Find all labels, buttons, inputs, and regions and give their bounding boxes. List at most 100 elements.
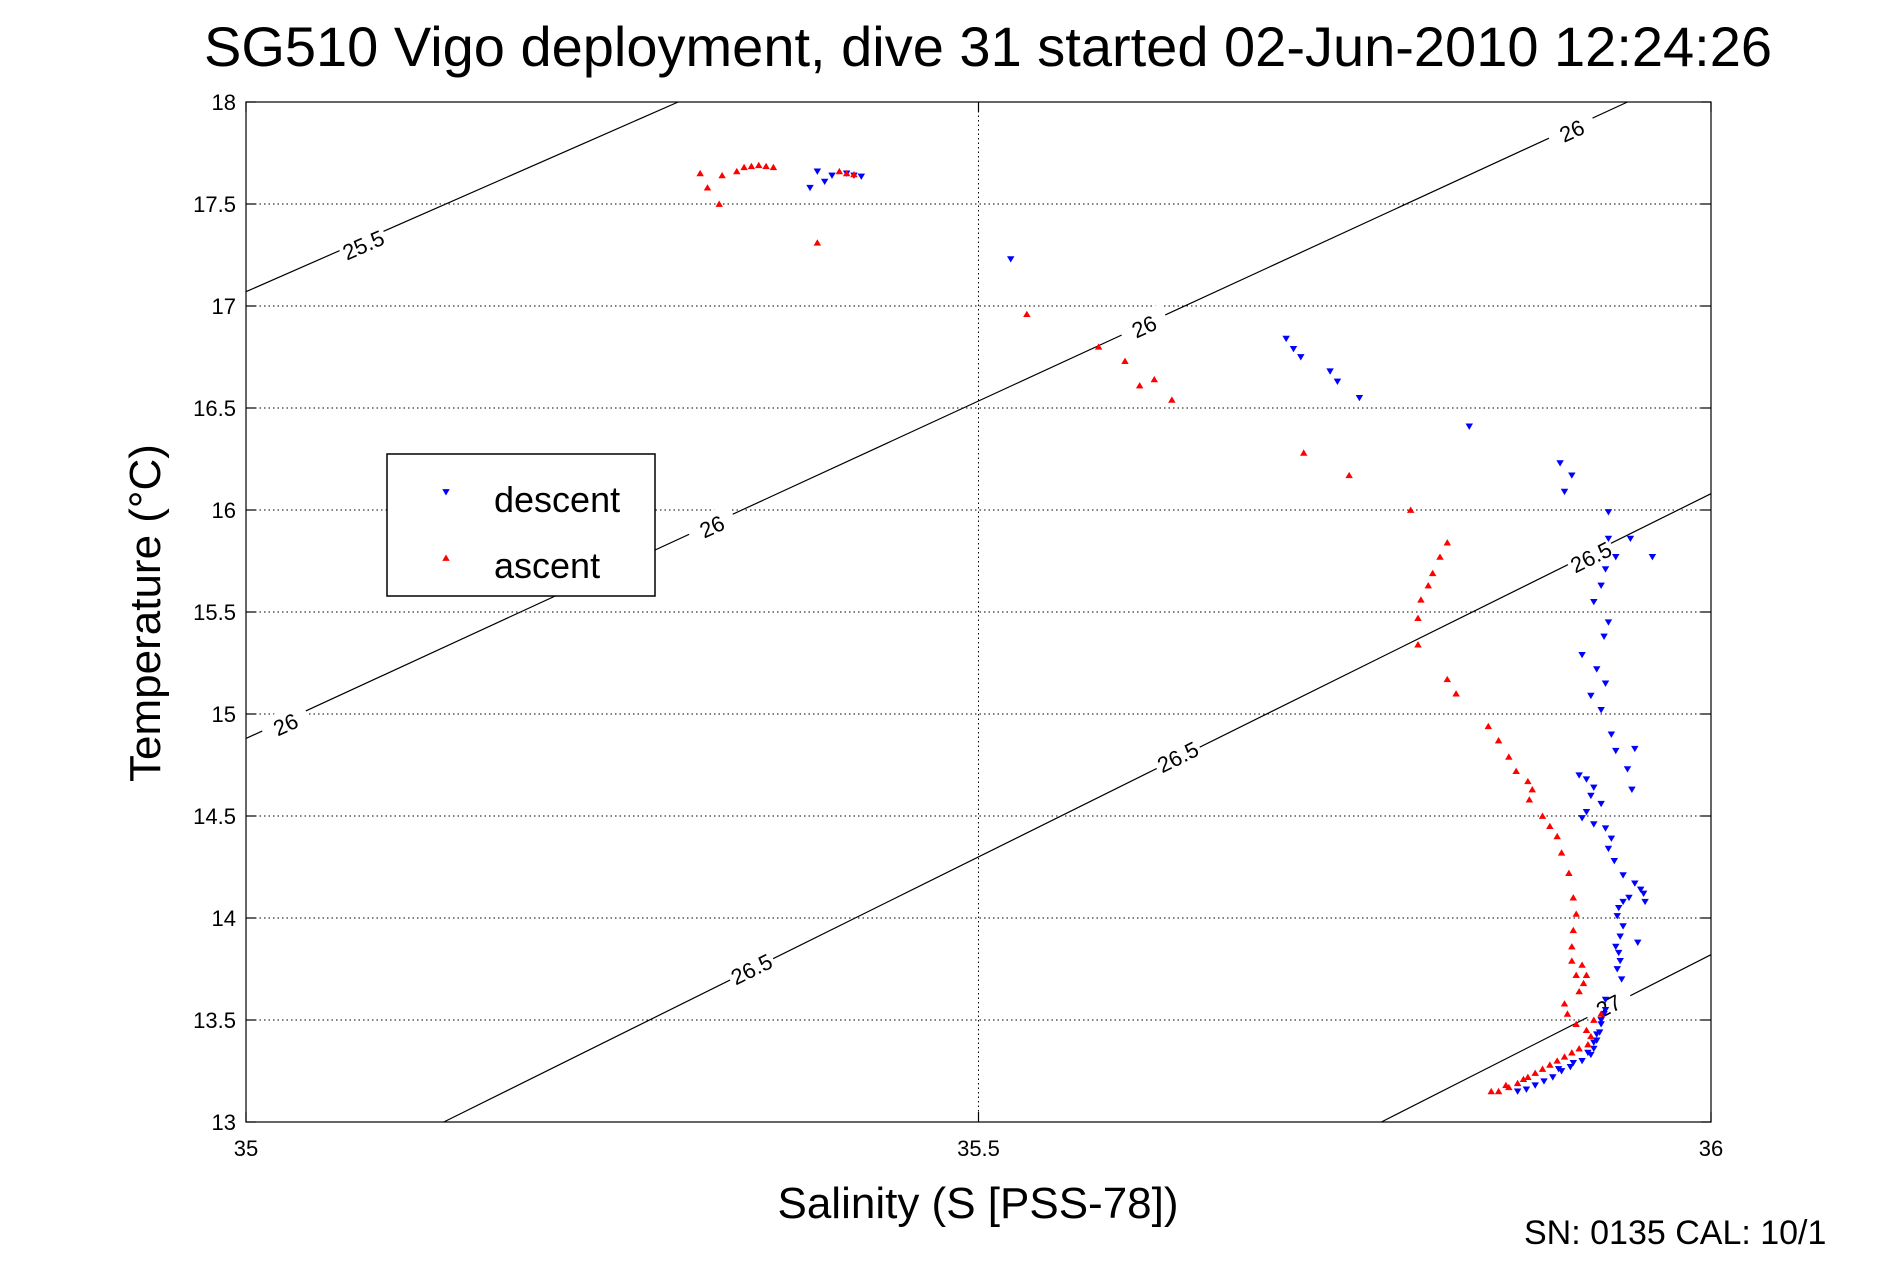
y-tick-label: 13 bbox=[212, 1110, 236, 1135]
descent-point bbox=[1582, 809, 1591, 816]
ascent-point bbox=[1505, 753, 1513, 760]
legend-marker-ascent bbox=[442, 554, 450, 561]
descent-point bbox=[1556, 460, 1564, 467]
ascent-point bbox=[1414, 641, 1422, 648]
descent-point bbox=[1604, 619, 1613, 626]
ascent-point bbox=[1428, 569, 1437, 577]
descent-point bbox=[1612, 747, 1620, 755]
ascent-point bbox=[1417, 596, 1425, 603]
ascent-point bbox=[1575, 987, 1583, 995]
descent-point bbox=[1465, 423, 1473, 430]
ascent-point bbox=[1565, 869, 1573, 876]
y-tick-label: 14.5 bbox=[193, 804, 236, 829]
legend-label-ascent: ascent bbox=[494, 545, 600, 586]
descent-point bbox=[813, 168, 822, 175]
ascent-point bbox=[1568, 957, 1576, 964]
descent-point bbox=[1600, 633, 1608, 640]
ascent-point bbox=[1546, 1061, 1554, 1068]
descent-point bbox=[1540, 1078, 1548, 1085]
descent-point bbox=[1590, 1039, 1598, 1046]
ascent-point bbox=[1563, 1010, 1572, 1017]
ascent-point bbox=[1590, 1016, 1598, 1023]
ascent-point bbox=[1572, 910, 1580, 917]
descent-point bbox=[1513, 1088, 1522, 1095]
ascent-point bbox=[718, 171, 726, 179]
ascent-point bbox=[1569, 894, 1578, 901]
ascent-point bbox=[715, 200, 723, 207]
descent-point bbox=[1593, 1031, 1601, 1038]
x-tick-label: 35.5 bbox=[957, 1136, 1000, 1161]
descent-point bbox=[1610, 858, 1619, 865]
ascent-point bbox=[1512, 767, 1520, 774]
ascent-point bbox=[1150, 375, 1159, 383]
descent-point bbox=[1531, 1082, 1539, 1089]
density-contour-line bbox=[443, 493, 1712, 1123]
descent-point bbox=[1616, 933, 1624, 940]
density-contour-line bbox=[245, 101, 1628, 740]
descent-point bbox=[1578, 815, 1586, 822]
ascent-point bbox=[1597, 1010, 1605, 1017]
ascent-point bbox=[1538, 1065, 1547, 1072]
ascent-point bbox=[1494, 737, 1503, 744]
descent-point bbox=[1582, 776, 1591, 783]
descent-point bbox=[1297, 354, 1305, 361]
ascent-point bbox=[1557, 849, 1566, 856]
contour-label: 27 bbox=[1580, 982, 1636, 1028]
descent-point bbox=[828, 172, 836, 179]
ascent-point bbox=[1587, 1032, 1595, 1040]
ascent-point bbox=[1582, 1026, 1591, 1034]
ascent-point bbox=[1487, 1087, 1495, 1095]
ascent-point bbox=[1546, 822, 1554, 830]
descent-point bbox=[1601, 825, 1610, 832]
ascent-point bbox=[1414, 614, 1422, 621]
x-tick-label: 35 bbox=[234, 1136, 258, 1161]
ascent-point bbox=[733, 167, 741, 175]
ascent-point bbox=[1424, 582, 1432, 589]
descent-point bbox=[1575, 772, 1583, 779]
descent-point bbox=[806, 184, 814, 192]
y-tick-label: 15 bbox=[212, 702, 236, 727]
density-contour-line bbox=[1381, 954, 1712, 1123]
descent-point bbox=[1623, 766, 1632, 773]
descent-point bbox=[857, 173, 866, 180]
ascent-point bbox=[835, 167, 844, 175]
contour-label: 26 bbox=[257, 701, 313, 746]
ascent-point bbox=[1502, 1081, 1510, 1089]
ascent-point bbox=[1572, 1020, 1580, 1027]
descent-point bbox=[1625, 894, 1633, 902]
descent-point bbox=[1616, 957, 1624, 965]
descent-point bbox=[1560, 488, 1569, 496]
ascent-point bbox=[1443, 675, 1452, 683]
ascent-point bbox=[1524, 1073, 1532, 1080]
ascent-point bbox=[1572, 971, 1580, 978]
ascent-point bbox=[747, 162, 756, 170]
ascent-point bbox=[813, 239, 822, 246]
descent-point bbox=[1289, 345, 1298, 353]
descent-point bbox=[1587, 692, 1595, 700]
ascent-point bbox=[696, 169, 704, 177]
ascent-point bbox=[1575, 1045, 1583, 1052]
descent-point bbox=[1607, 835, 1616, 842]
descent-point bbox=[1593, 666, 1601, 673]
descent-point bbox=[1636, 886, 1645, 893]
ascent-point bbox=[1300, 449, 1308, 456]
descent-point bbox=[1584, 1049, 1592, 1057]
y-tick-label: 15.5 bbox=[193, 600, 236, 625]
descent-point bbox=[1568, 472, 1576, 479]
footer-serial-calibration: SN: 0135 CAL: 10/1 bbox=[1524, 1214, 1826, 1252]
ascent-point bbox=[1560, 1000, 1569, 1007]
ascent-point bbox=[1538, 812, 1547, 819]
descent-point bbox=[1522, 1086, 1531, 1093]
contour-label: 26 bbox=[1116, 303, 1171, 348]
ascent-point bbox=[1436, 553, 1444, 560]
axes: 13 13.5 14 14.5 15 15.5 16 16.5 17 17.5 18 35 35.5 36 bbox=[193, 90, 1723, 1161]
y-tick-label: 17 bbox=[212, 294, 236, 319]
descent-point bbox=[1614, 949, 1623, 957]
ascent-point bbox=[1569, 926, 1578, 934]
descent-point bbox=[1578, 651, 1586, 659]
ascent-point bbox=[1135, 382, 1144, 389]
descent-point bbox=[1590, 598, 1598, 606]
descent-point bbox=[1566, 1064, 1575, 1071]
descent-point bbox=[1604, 535, 1613, 543]
